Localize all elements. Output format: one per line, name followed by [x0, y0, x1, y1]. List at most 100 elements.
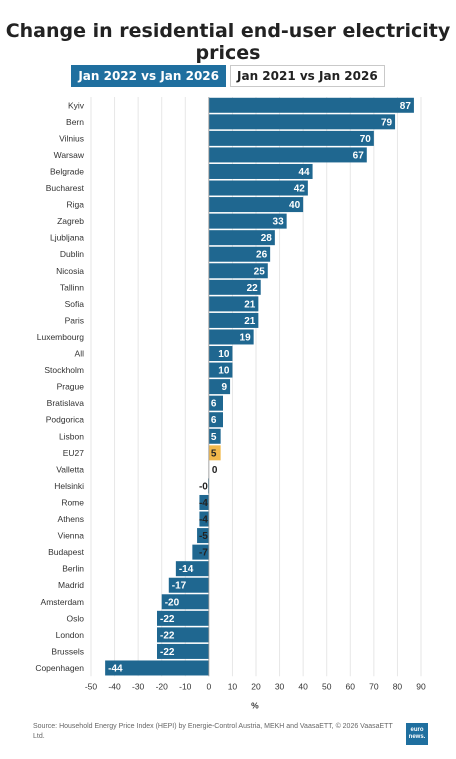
tick-label: 50 [322, 681, 332, 691]
category-label: Helsinki [54, 481, 84, 491]
category-label: Luxembourg [37, 332, 85, 342]
bar [208, 230, 275, 246]
bar [192, 544, 209, 560]
category-label: Amsterdam [41, 597, 84, 607]
category-label: Bucharest [46, 183, 85, 193]
source-note: Source: Household Energy Price Index (HE… [33, 723, 393, 740]
bar [157, 627, 209, 643]
tick-label: 20 [251, 681, 261, 691]
category-label: London [56, 630, 85, 640]
category-label: Ljubljana [50, 233, 84, 243]
bar [208, 180, 308, 196]
bar [208, 130, 374, 146]
bar-chart: Kyiv 87 Bern 79 Vilnius 70 Warsaw 67 Belgrade 44 B… [35, 97, 426, 710]
value-label: -22 [160, 614, 175, 625]
category-label: Bern [66, 117, 84, 127]
category-label: EU27 [63, 448, 85, 458]
tick-label: 60 [346, 681, 356, 691]
category-label: Valletta [56, 464, 84, 474]
bar [208, 279, 261, 295]
value-label: -20 [165, 597, 180, 608]
category-label: Copenhagen [35, 663, 84, 673]
euronews-logo: euro news. [406, 723, 428, 745]
category-label: Bratislava [47, 398, 85, 408]
category-label: Prague [57, 382, 85, 392]
tick-label: -50 [85, 681, 98, 691]
value-label: 87 [400, 101, 412, 112]
value-label: -4 [199, 498, 208, 509]
chart-title: Change in residential end-user electrici… [5, 20, 451, 64]
tick-label: 90 [416, 681, 426, 691]
category-label: Warsaw [54, 150, 85, 160]
bar [168, 577, 209, 593]
value-label: 22 [247, 283, 259, 294]
value-label: 79 [381, 117, 393, 128]
tab-2021-vs-2026[interactable]: Jan 2021 vs Jan 2026 [230, 65, 385, 87]
bar [208, 197, 304, 213]
bar [208, 395, 223, 411]
tick-label: -20 [156, 681, 169, 691]
category-label: Rome [61, 497, 84, 507]
value-label: 5 [211, 448, 217, 459]
value-label: 42 [294, 184, 306, 195]
category-label: Lisbon [59, 431, 84, 441]
bar [157, 610, 209, 626]
tab-bar: Jan 2022 vs Jan 2026 Jan 2021 vs Jan 202… [0, 65, 456, 87]
value-label: 6 [211, 399, 217, 410]
bar [199, 511, 209, 527]
bar [208, 312, 259, 328]
category-label: Sofia [65, 299, 85, 309]
value-label: 21 [244, 316, 256, 327]
value-label: 10 [218, 366, 230, 377]
bar [208, 346, 233, 362]
tick-label: 80 [393, 681, 403, 691]
category-label: Madrid [58, 580, 84, 590]
category-label: Berlin [62, 564, 84, 574]
bar [208, 428, 221, 444]
bar [175, 561, 209, 577]
bar [208, 445, 221, 461]
category-label: Stockholm [44, 365, 84, 375]
tick-label: 0 [206, 681, 211, 691]
category-label: Vilnius [59, 133, 84, 143]
value-label: 19 [240, 332, 252, 343]
bar [197, 528, 209, 544]
bar [105, 660, 209, 676]
value-label: 33 [273, 217, 285, 228]
value-label: 44 [298, 167, 310, 178]
tick-label: -10 [179, 681, 192, 691]
bar [208, 114, 396, 130]
category-label: Dublin [60, 249, 84, 259]
value-label: 6 [211, 415, 217, 426]
value-label: 9 [222, 382, 228, 393]
tick-label: 10 [228, 681, 238, 691]
value-label: -22 [160, 630, 175, 641]
value-label: 10 [218, 349, 230, 360]
value-label: -5 [199, 531, 208, 542]
category-label: Nicosia [56, 266, 84, 276]
tab-2022-vs-2026[interactable]: Jan 2022 vs Jan 2026 [71, 65, 226, 87]
category-label: Podgorica [46, 415, 85, 425]
bar [208, 362, 233, 378]
tick-label: -30 [132, 681, 145, 691]
value-label: 5 [211, 432, 217, 443]
bar [208, 246, 271, 262]
value-label: -44 [108, 663, 123, 674]
category-label: Belgrade [50, 166, 84, 176]
value-label: 26 [256, 250, 268, 261]
tick-label: 40 [298, 681, 308, 691]
category-label: Athens [58, 514, 84, 524]
bar [208, 379, 231, 395]
category-label: Brussels [51, 646, 84, 656]
category-label: Vienna [58, 531, 85, 541]
value-label: -17 [172, 581, 187, 592]
bar [208, 412, 223, 428]
bar [161, 594, 209, 610]
value-label: -22 [160, 647, 175, 658]
category-label: All [75, 349, 85, 359]
bar [208, 213, 287, 229]
category-label: Paris [65, 315, 84, 325]
tick-label: 30 [275, 681, 285, 691]
value-label: 25 [254, 266, 266, 277]
value-label: -4 [199, 515, 208, 526]
